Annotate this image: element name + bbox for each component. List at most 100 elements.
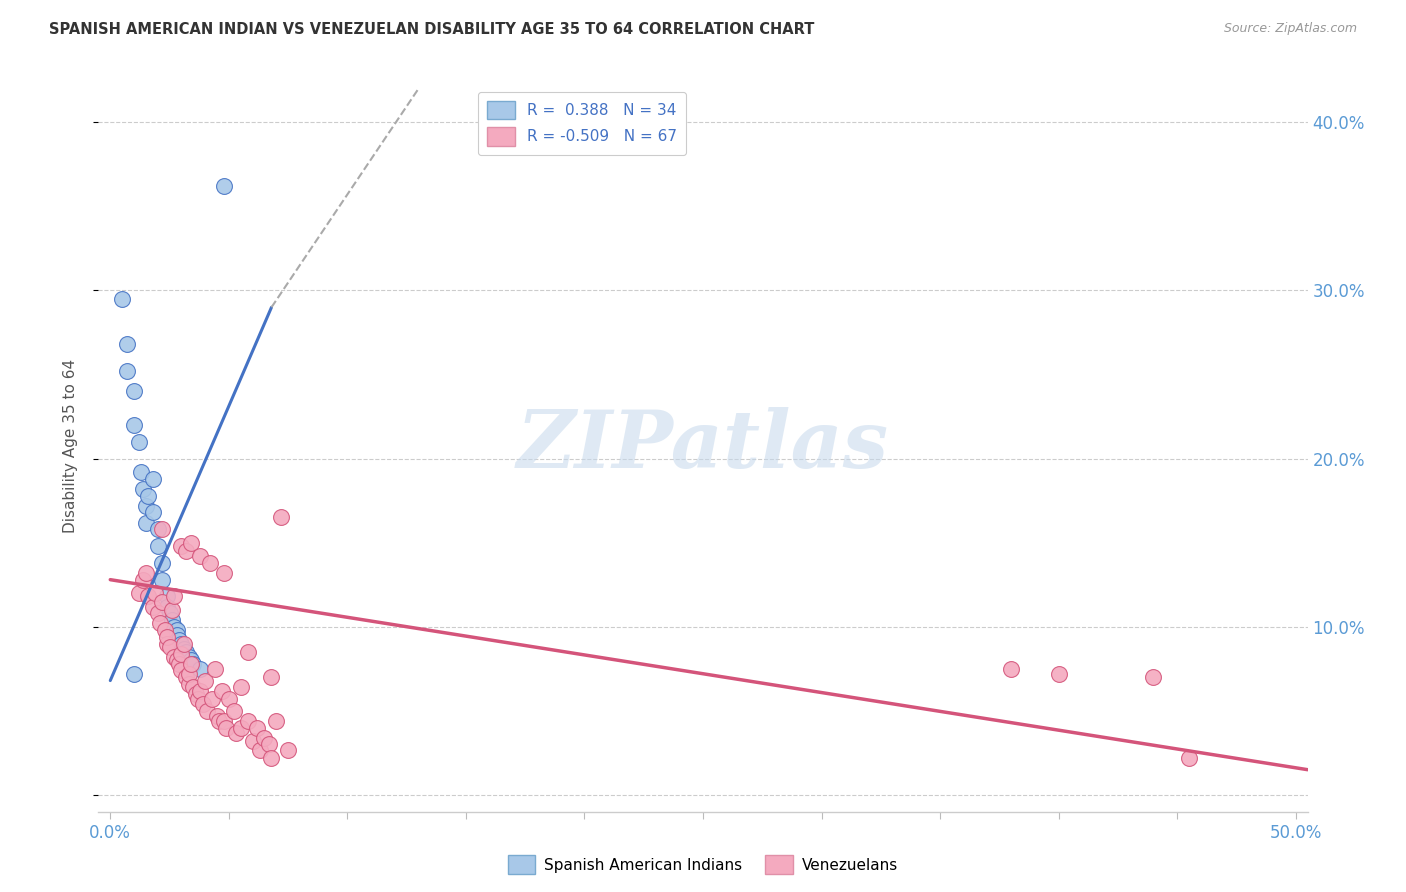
Point — [128, 586, 150, 600]
Point — [181, 681, 204, 695]
Y-axis label: Disability Age 35 to 64: Disability Age 35 to 64 — [63, 359, 77, 533]
Point — [201, 692, 224, 706]
Point — [174, 645, 197, 659]
Point — [111, 292, 134, 306]
Point — [128, 434, 150, 449]
Point — [153, 623, 176, 637]
Point — [191, 697, 214, 711]
Point — [1178, 751, 1201, 765]
Point — [198, 556, 221, 570]
Point — [197, 704, 219, 718]
Point — [163, 590, 186, 604]
Point — [170, 539, 193, 553]
Point — [167, 633, 190, 648]
Point — [136, 590, 159, 604]
Point — [159, 640, 181, 654]
Point — [208, 714, 231, 728]
Point — [146, 607, 169, 621]
Point — [156, 636, 179, 650]
Point — [180, 657, 202, 671]
Point — [152, 556, 174, 570]
Point — [181, 657, 204, 671]
Point — [236, 645, 259, 659]
Point — [173, 636, 195, 650]
Point — [174, 670, 197, 684]
Point — [152, 522, 174, 536]
Point — [115, 364, 138, 378]
Point — [115, 337, 138, 351]
Point — [212, 714, 235, 728]
Point — [170, 647, 193, 661]
Point — [180, 535, 202, 549]
Point — [163, 650, 186, 665]
Point — [167, 657, 190, 671]
Point — [170, 664, 193, 678]
Point — [229, 681, 252, 695]
Point — [222, 704, 245, 718]
Point — [1000, 662, 1022, 676]
Point — [246, 721, 269, 735]
Point — [160, 603, 183, 617]
Point — [122, 417, 145, 432]
Point — [156, 590, 179, 604]
Point — [156, 599, 179, 614]
Point — [1142, 670, 1164, 684]
Point — [180, 653, 202, 667]
Point — [152, 594, 174, 608]
Point — [236, 714, 259, 728]
Point — [194, 673, 217, 688]
Point — [190, 662, 212, 676]
Point — [166, 653, 188, 667]
Point — [159, 607, 181, 621]
Point — [152, 573, 174, 587]
Point — [122, 666, 145, 681]
Text: Source: ZipAtlas.com: Source: ZipAtlas.com — [1223, 22, 1357, 36]
Point — [174, 544, 197, 558]
Point — [142, 472, 165, 486]
Point — [135, 566, 157, 580]
Point — [136, 489, 159, 503]
Point — [135, 516, 157, 530]
Text: ZIPatlas: ZIPatlas — [517, 408, 889, 484]
Point — [146, 539, 169, 553]
Point — [260, 751, 283, 765]
Point — [215, 721, 238, 735]
Point — [212, 179, 235, 194]
Point — [212, 566, 235, 580]
Point — [184, 687, 207, 701]
Point — [135, 499, 157, 513]
Point — [218, 692, 240, 706]
Point — [277, 742, 299, 756]
Point — [270, 510, 292, 524]
Point — [170, 636, 193, 650]
Point — [177, 650, 200, 665]
Point — [204, 662, 226, 676]
Point — [229, 721, 252, 735]
Point — [242, 734, 264, 748]
Point — [132, 482, 155, 496]
Point — [142, 599, 165, 614]
Point — [166, 628, 188, 642]
Point — [190, 683, 212, 698]
Text: SPANISH AMERICAN INDIAN VS VENEZUELAN DISABILITY AGE 35 TO 64 CORRELATION CHART: SPANISH AMERICAN INDIAN VS VENEZUELAN DI… — [49, 22, 814, 37]
Point — [142, 505, 165, 519]
Point — [177, 677, 200, 691]
Point — [146, 522, 169, 536]
Point — [122, 384, 145, 399]
Point — [156, 630, 179, 644]
Legend: R =  0.388   N = 34, R = -0.509   N = 67: R = 0.388 N = 34, R = -0.509 N = 67 — [478, 92, 686, 155]
Point — [257, 738, 280, 752]
Point — [166, 623, 188, 637]
Point — [160, 613, 183, 627]
Point — [211, 683, 233, 698]
Point — [163, 620, 186, 634]
Point — [253, 731, 276, 745]
Point — [132, 573, 155, 587]
Legend: Spanish American Indians, Venezuelans: Spanish American Indians, Venezuelans — [502, 849, 904, 880]
Point — [149, 616, 172, 631]
Point — [143, 586, 166, 600]
Point — [173, 641, 195, 656]
Point — [190, 549, 212, 563]
Point — [187, 692, 209, 706]
Point — [264, 714, 287, 728]
